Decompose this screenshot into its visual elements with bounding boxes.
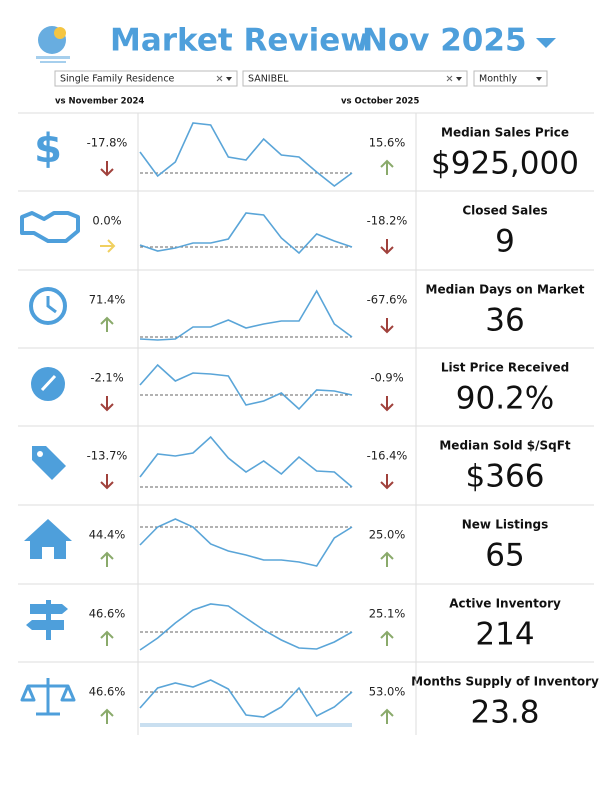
yoy-change: -17.8% [87, 136, 128, 150]
trend-arrow [380, 318, 394, 334]
filter-dropdown[interactable] [54, 70, 238, 87]
metric-label: Closed Sales [462, 204, 547, 218]
mom-change: 25.0% [369, 528, 406, 542]
yoy-change: 46.6% [89, 685, 126, 699]
filter-value: Monthly [479, 74, 517, 85]
metric-label: Median Days on Market [426, 283, 585, 297]
filters: Single Family Residence SANIBEL Monthly [54, 70, 548, 87]
yoy-change: 0.0% [92, 214, 121, 228]
filter-dropdown[interactable] [242, 70, 468, 87]
sparkline [139, 363, 353, 411]
sparkline [139, 212, 353, 255]
metric-value: 9 [495, 224, 515, 260]
yoy-change: 44.4% [89, 528, 126, 542]
logo [36, 26, 70, 63]
clear [446, 75, 453, 82]
filter-value: Single Family Residence [60, 74, 175, 85]
mom-change: -16.4% [367, 449, 408, 463]
trend-arrow [100, 708, 114, 724]
icon [24, 519, 72, 559]
sparkline [139, 679, 353, 718]
trend-arrow [380, 159, 394, 175]
scroll-bar [140, 723, 352, 727]
icon [29, 287, 67, 325]
yoy-label: vs November 2024 [55, 97, 144, 107]
icon [20, 678, 76, 716]
trend-arrow [380, 474, 394, 490]
yoy-change: 71.4% [89, 293, 126, 307]
metric-label: Median Sold $/SqFt [439, 439, 571, 453]
trend-arrow [100, 161, 114, 177]
filter-dropdown[interactable] [473, 70, 548, 87]
metric-rows: $ -17.8% 15.6% Median Sales Price $925,000 0.… [18, 112, 599, 731]
mom-change: -67.6% [367, 293, 408, 307]
caret [536, 77, 542, 81]
yoy-change: -2.1% [90, 371, 123, 385]
trend-arrow [380, 239, 394, 255]
icon [26, 604, 68, 630]
metric-label: New Listings [462, 518, 548, 532]
sparkline [139, 603, 353, 651]
metric-label: Active Inventory [449, 597, 561, 611]
mom-change: -18.2% [367, 214, 408, 228]
metric-label: List Price Received [441, 361, 569, 375]
trend-arrow [100, 316, 114, 332]
caret [456, 77, 462, 81]
sparkline [139, 518, 353, 567]
trend-arrow [100, 630, 114, 646]
mom-change: 15.6% [369, 136, 406, 150]
metric-value: 23.8 [470, 695, 539, 731]
metric-value: 65 [485, 538, 524, 574]
sparkline [139, 435, 353, 488]
icon [32, 446, 66, 480]
period-dropdown[interactable] [536, 38, 556, 48]
trend-arrow [100, 396, 114, 412]
trend-arrow [100, 474, 114, 490]
sparkline [139, 289, 353, 341]
icon [40, 374, 57, 392]
mom-change: -0.9% [370, 371, 403, 385]
yoy-change: 46.6% [89, 607, 126, 621]
trend-arrow [100, 239, 116, 253]
mom-change: 25.1% [369, 607, 406, 621]
period[interactable]: Nov 2025 [362, 23, 527, 59]
trend-arrow [100, 551, 114, 567]
yoy-change: -13.7% [87, 449, 128, 463]
clear [216, 75, 223, 82]
metric-value: 214 [475, 617, 534, 653]
metric-label: Months Supply of Inventory [411, 675, 599, 689]
trend-arrow [380, 708, 394, 724]
caret [226, 77, 232, 81]
mom-label: vs October 2025 [341, 97, 419, 107]
trend-arrow [380, 551, 394, 567]
icon [46, 296, 57, 314]
metric-value: 90.2% [456, 381, 554, 417]
trend-arrow [380, 630, 394, 646]
metric-value: $925,000 [431, 146, 579, 182]
icon [20, 211, 80, 243]
sparkline [139, 122, 353, 188]
icon: $ [34, 126, 62, 172]
metric-value: 36 [485, 303, 524, 339]
filter-value: SANIBEL [248, 74, 289, 85]
metric-label: Median Sales Price [441, 126, 569, 140]
mom-change: 53.0% [369, 685, 406, 699]
icon [37, 451, 43, 457]
trend-arrow [380, 396, 394, 412]
metric-value: $366 [466, 459, 545, 495]
title: Market Review [110, 23, 369, 59]
